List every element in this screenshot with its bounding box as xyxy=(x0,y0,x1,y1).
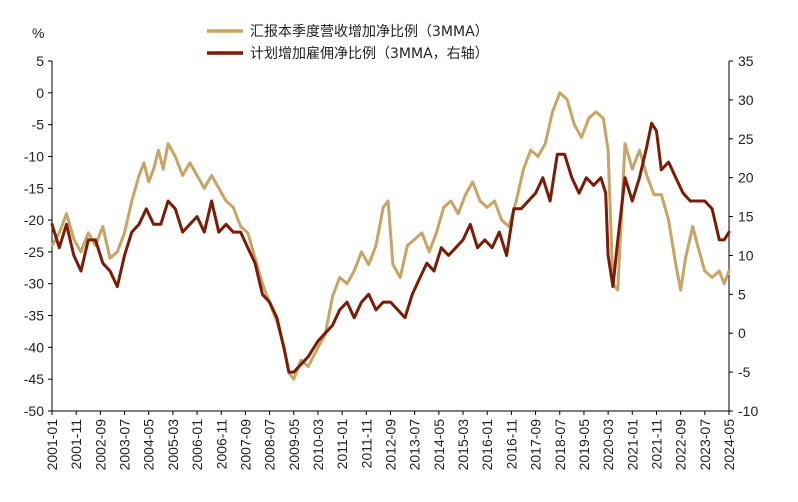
right-tick-label: 35 xyxy=(738,53,754,69)
left-tick-label: -40 xyxy=(24,339,44,355)
right-tick-label: 30 xyxy=(738,92,754,108)
x-tick-label: 2024-05 xyxy=(721,419,737,471)
x-tick-label: 2020-03 xyxy=(600,419,616,471)
left-tick-label: 5 xyxy=(36,53,44,69)
x-tick-label: 2006-01 xyxy=(189,419,205,471)
x-tick-label: 2021-01 xyxy=(624,419,640,471)
x-tick-label: 2008-07 xyxy=(262,419,278,471)
x-tick-label: 2016-11 xyxy=(503,419,519,470)
x-tick-label: 2003-07 xyxy=(117,419,133,471)
x-tick-label: 2011-11 xyxy=(358,419,374,469)
right-tick-label: 10 xyxy=(738,247,754,263)
left-tick-label: 0 xyxy=(36,85,44,101)
right-tick-label: 20 xyxy=(738,170,754,186)
x-tick-label: 2023-07 xyxy=(697,419,713,471)
left-tick-label: -15 xyxy=(24,180,44,196)
x-tick-label: 2011-01 xyxy=(334,419,350,470)
left-tick-label: -45 xyxy=(24,371,44,387)
x-tick-label: 2016-01 xyxy=(479,419,495,471)
left-tick-label: -5 xyxy=(32,117,45,133)
x-tick-label: 2017-09 xyxy=(528,419,544,471)
legend-label: 计划增加雇佣净比例（3MMA，右轴） xyxy=(250,45,489,62)
x-tick-label: 2013-07 xyxy=(407,419,423,471)
right-tick-label: -10 xyxy=(738,403,758,419)
right-axis-ticks: 35 30 25 20 15 10 5 0 -5 -10 xyxy=(729,53,758,419)
x-tick-label: 2010-03 xyxy=(310,419,326,471)
right-tick-label: -5 xyxy=(738,364,751,380)
x-tick-label: 2001-11 xyxy=(68,419,84,470)
legend-label: 汇报本季度营收增加净比例（3MMA） xyxy=(250,24,489,40)
series-lines xyxy=(50,91,731,381)
left-tick-label: -10 xyxy=(24,148,44,164)
x-tick-label: 2005-03 xyxy=(165,419,181,471)
x-tick-label: 2004-05 xyxy=(141,419,157,471)
x-tick-label: 2019-05 xyxy=(576,419,592,471)
left-tick-label: -30 xyxy=(24,276,44,292)
legend: 汇报本季度营收增加净比例（3MMA） 计划增加雇佣净比例（3MMA，右轴） xyxy=(207,24,489,62)
x-tick-label: 2018-07 xyxy=(552,419,568,471)
x-tick-label: 2001-01 xyxy=(44,419,60,471)
left-axis-ticks: 5 0 -5 -10 -15 -20 -25 -30 -35 -40 -45 -50 xyxy=(24,53,52,419)
right-tick-label: 25 xyxy=(738,131,754,147)
right-tick-label: 0 xyxy=(738,325,746,341)
left-tick-label: -35 xyxy=(24,308,44,324)
right-tick-label: 15 xyxy=(738,209,754,225)
x-tick-label: 2015-03 xyxy=(455,419,471,471)
revenue-series-line xyxy=(50,91,731,381)
x-tick-label: 2002-09 xyxy=(92,419,108,471)
hiring-series-line xyxy=(50,121,731,374)
x-tick-label: 2009-05 xyxy=(286,419,302,471)
x-tick-label: 2014-05 xyxy=(431,419,447,471)
right-tick-label: 5 xyxy=(738,286,746,302)
left-tick-label: -25 xyxy=(24,244,44,260)
left-tick-label: -20 xyxy=(24,212,44,228)
x-tick-label: 2007-09 xyxy=(237,419,253,471)
left-axis-unit-label: % xyxy=(32,25,44,41)
x-axis-ticks: 2001-01 2001-11 2002-09 2003-07 2004-05 2005-… xyxy=(44,411,737,470)
x-tick-label: 2022-09 xyxy=(673,419,689,471)
x-tick-label: 2021-11 xyxy=(648,419,664,470)
x-tick-label: 2012-09 xyxy=(383,419,399,471)
left-tick-label: -50 xyxy=(24,403,44,419)
x-tick-label: 2006-11 xyxy=(213,419,229,470)
